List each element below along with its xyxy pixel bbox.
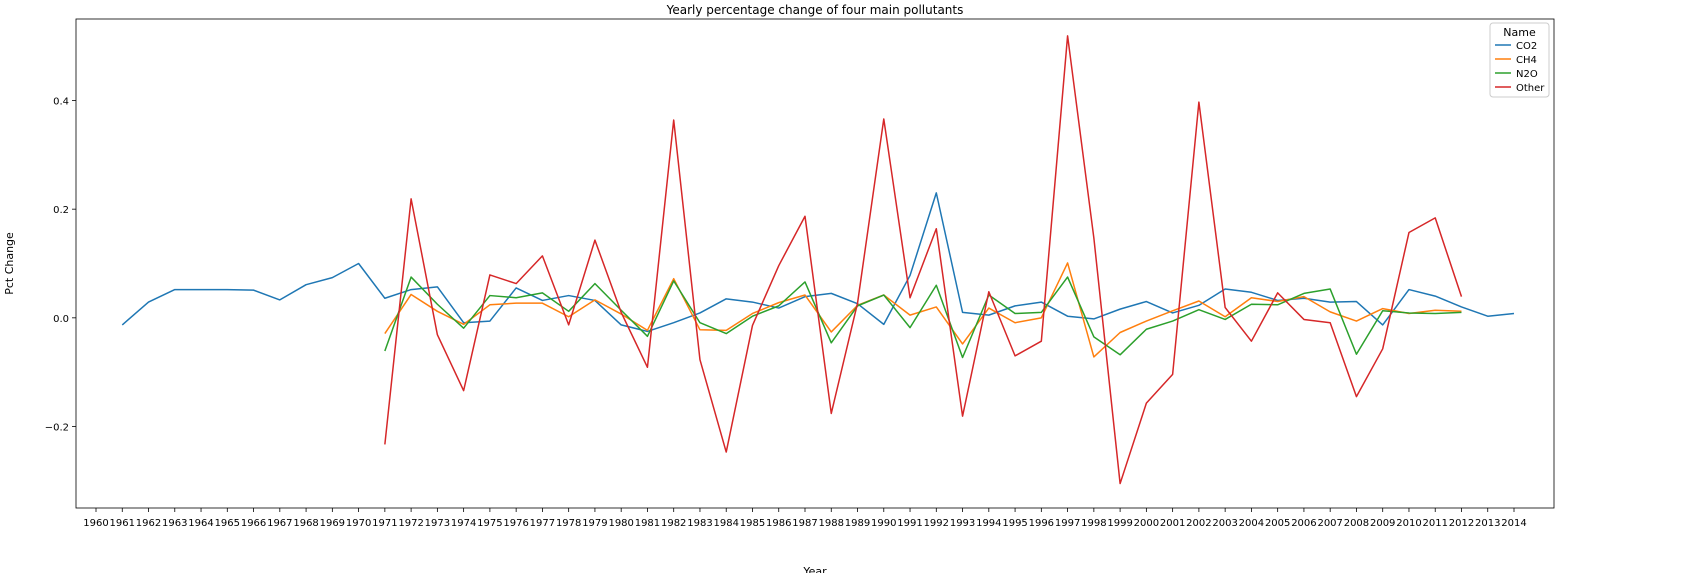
x-tick-label: 1980: [608, 518, 633, 529]
x-tick-label: 1965: [215, 518, 240, 529]
legend-label: CH4: [1516, 55, 1537, 66]
x-tick-label: 2000: [1134, 518, 1159, 529]
x-tick-label: 1963: [162, 518, 187, 529]
x-tick-label: 1969: [320, 518, 345, 529]
x-tick-label: 1972: [398, 518, 423, 529]
series-line-ch4: [384, 262, 1462, 358]
x-tick-label: 1961: [110, 518, 135, 529]
x-tick-label: 1966: [241, 518, 266, 529]
x-tick-label: 2013: [1475, 518, 1500, 529]
x-tick-label: 1967: [267, 518, 292, 529]
x-tick-label: 2007: [1317, 518, 1342, 529]
y-tick-label: 0.0: [53, 314, 69, 325]
x-tick-label: 1978: [556, 518, 581, 529]
x-tick-label: 1970: [346, 518, 371, 529]
x-tick-label: 1987: [792, 518, 817, 529]
x-tick-label: 1997: [1055, 518, 1080, 529]
axes: 1960 1961 1962 1963 1964 1965 1966 1967 1968 1969…: [45, 97, 1527, 530]
x-tick-label: 2010: [1396, 518, 1421, 529]
x-tick-label: 1983: [687, 518, 712, 529]
x-axis-label: Year: [802, 565, 827, 573]
x-tick-label: 2001: [1160, 518, 1185, 529]
x-tick-label: 1979: [582, 518, 607, 529]
x-tick-label: 1960: [83, 518, 108, 529]
x-tick-label: 1990: [871, 518, 896, 529]
x-tick-label: 1974: [451, 518, 476, 529]
x-tick-label: 1989: [845, 518, 870, 529]
y-tick-label: −0.2: [45, 423, 69, 434]
series-line-n2o: [384, 276, 1462, 359]
plot-area: [121, 35, 1515, 485]
x-tick-label: 2012: [1449, 518, 1474, 529]
legend: Name CO2 CH4 N2O Other: [1489, 22, 1550, 98]
x-tick-label: 1962: [136, 518, 161, 529]
x-tick-label: 1998: [1081, 518, 1106, 529]
legend-label: N2O: [1516, 69, 1538, 80]
x-tick-label: 1991: [897, 518, 922, 529]
x-tick-label: 2008: [1344, 518, 1369, 529]
x-tick-label: 1985: [740, 518, 765, 529]
legend-title: Name: [1503, 26, 1536, 39]
x-tick-label: 1976: [503, 518, 528, 529]
x-tick-label: 2006: [1291, 518, 1316, 529]
x-tick-label: 2002: [1186, 518, 1211, 529]
y-tick-label: 0.4: [53, 97, 69, 108]
x-tick-label: 1996: [1029, 518, 1054, 529]
x-tick-label: 1994: [976, 518, 1001, 529]
x-tick-label: 1968: [293, 518, 318, 529]
x-tick-label: 2011: [1422, 518, 1447, 529]
x-tick-label: 1981: [635, 518, 660, 529]
x-tick-label: 1964: [188, 518, 213, 529]
x-tick-label: 1975: [477, 518, 502, 529]
x-tick-label: 2004: [1239, 518, 1264, 529]
legend-box: [1489, 22, 1550, 98]
x-tick-label: 1992: [924, 518, 949, 529]
x-tick-label: 2014: [1501, 518, 1526, 529]
x-tick-label: 2003: [1212, 518, 1237, 529]
x-tick-label: 1984: [713, 518, 738, 529]
y-tick-label: 0.2: [53, 205, 69, 216]
x-tick-label: 1971: [372, 518, 397, 529]
x-tick-label: 1982: [661, 518, 686, 529]
series-line-other: [384, 35, 1463, 485]
x-tick-label: 2009: [1370, 518, 1395, 529]
x-tick-label: 1973: [425, 518, 450, 529]
x-tick-label: 1988: [819, 518, 844, 529]
x-tick-label: 2005: [1265, 518, 1290, 529]
legend-label: Other: [1516, 83, 1545, 94]
x-tick-label: 1977: [530, 518, 555, 529]
y-axis-label: Pct Change: [3, 232, 16, 295]
chart-title: Yearly percentage change of four main po…: [666, 3, 964, 17]
plot-frame: [75, 18, 1555, 509]
legend-label: CO2: [1516, 41, 1537, 52]
x-tick-label: 1986: [766, 518, 791, 529]
x-tick-label: 1999: [1107, 518, 1132, 529]
x-tick-label: 1993: [950, 518, 975, 529]
x-tick-label: 1995: [1002, 518, 1027, 529]
